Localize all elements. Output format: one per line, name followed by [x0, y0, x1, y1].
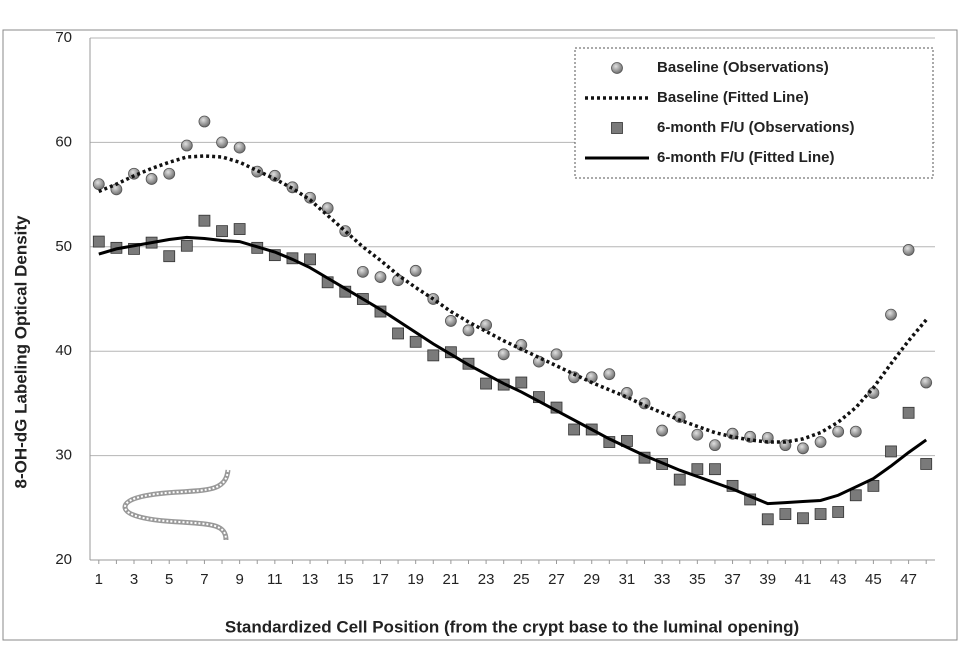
- point: [850, 426, 861, 437]
- x-tick-label: 33: [654, 571, 671, 588]
- y-axis-title: 8-OH-dG Labeling Optical Density: [11, 215, 30, 489]
- point: [164, 168, 175, 179]
- point: [498, 349, 509, 360]
- point: [921, 377, 932, 388]
- point: [93, 236, 104, 247]
- point: [692, 464, 703, 475]
- point: [903, 244, 914, 255]
- point: [797, 443, 808, 454]
- point: [692, 429, 703, 440]
- point: [604, 369, 615, 380]
- y-tick-label: 70: [55, 29, 72, 46]
- point: [199, 116, 210, 127]
- legend-label: Baseline (Fitted Line): [657, 89, 809, 106]
- point: [217, 226, 228, 237]
- point: [340, 226, 351, 237]
- point: [181, 140, 192, 151]
- y-tick-label: 40: [55, 342, 72, 359]
- crypt-icon: [125, 470, 228, 540]
- legend-label: Baseline (Observations): [657, 59, 829, 76]
- fitted-line: [99, 156, 926, 442]
- point: [762, 514, 773, 525]
- x-tick-label: 21: [443, 571, 460, 588]
- x-tick-label: 13: [302, 571, 319, 588]
- point: [481, 378, 492, 389]
- x-tick-label: 23: [478, 571, 495, 588]
- point: [393, 328, 404, 339]
- x-tick-label: 41: [795, 571, 812, 588]
- point: [410, 336, 421, 347]
- legend-label: 6-month F/U (Observations): [657, 119, 855, 136]
- x-tick-label: 7: [200, 571, 208, 588]
- x-tick-label: 3: [130, 571, 138, 588]
- point: [815, 509, 826, 520]
- legend-marker: [612, 123, 623, 134]
- legend-label: 6-month F/U (Fitted Line): [657, 149, 834, 166]
- point: [375, 272, 386, 283]
- point: [850, 490, 861, 501]
- point: [709, 464, 720, 475]
- point: [305, 254, 316, 265]
- x-tick-label: 25: [513, 571, 530, 588]
- y-tick-label: 20: [55, 551, 72, 568]
- point: [674, 474, 685, 485]
- point: [463, 325, 474, 336]
- point: [833, 426, 844, 437]
- x-tick-label: 31: [619, 571, 636, 588]
- y-tick-label: 50: [55, 238, 72, 255]
- point: [833, 506, 844, 517]
- fitted-line: [99, 237, 926, 503]
- x-tick-label: 45: [865, 571, 882, 588]
- x-tick-label: 11: [267, 571, 283, 588]
- x-axis-title: Standardized Cell Position (from the cry…: [225, 617, 799, 636]
- point: [921, 458, 932, 469]
- x-tick-label: 37: [724, 571, 741, 588]
- x-tick-label: 17: [372, 571, 389, 588]
- point: [199, 215, 210, 226]
- point: [181, 240, 192, 251]
- point: [885, 309, 896, 320]
- x-tick-label: 47: [900, 571, 917, 588]
- point: [217, 137, 228, 148]
- point: [445, 315, 456, 326]
- point: [234, 224, 245, 235]
- x-tick-label: 1: [95, 571, 103, 588]
- x-tick-label: 19: [407, 571, 424, 588]
- point: [657, 425, 668, 436]
- point: [903, 407, 914, 418]
- x-tick-label: 9: [235, 571, 243, 588]
- x-tick-label: 39: [759, 571, 776, 588]
- y-tick-label: 60: [55, 133, 72, 150]
- point: [885, 446, 896, 457]
- legend-marker: [612, 63, 623, 74]
- point: [569, 424, 580, 435]
- point: [551, 349, 562, 360]
- x-tick-label: 35: [689, 571, 706, 588]
- point: [234, 142, 245, 153]
- x-tick-label: 29: [583, 571, 600, 588]
- point: [709, 440, 720, 451]
- point: [164, 251, 175, 262]
- point: [146, 173, 157, 184]
- x-tick-label: 5: [165, 571, 173, 588]
- chart: Standardized Cell Position (from the cry…: [0, 0, 960, 641]
- point: [780, 509, 791, 520]
- y-tick-label: 30: [55, 447, 72, 464]
- point: [410, 265, 421, 276]
- x-tick-label: 15: [337, 571, 354, 588]
- point: [797, 513, 808, 524]
- point: [516, 377, 527, 388]
- point: [428, 350, 439, 361]
- x-tick-label: 43: [830, 571, 847, 588]
- point: [93, 179, 104, 190]
- x-tick-label: 27: [548, 571, 565, 588]
- point: [815, 437, 826, 448]
- point: [357, 266, 368, 277]
